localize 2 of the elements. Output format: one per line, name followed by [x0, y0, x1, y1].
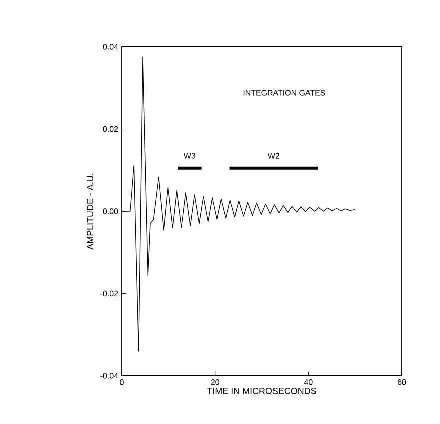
x-axis-title: TIME IN MICROSECONDS [207, 388, 316, 394]
y-axis-title: AMPLITUDE - A.U. [87, 174, 94, 250]
